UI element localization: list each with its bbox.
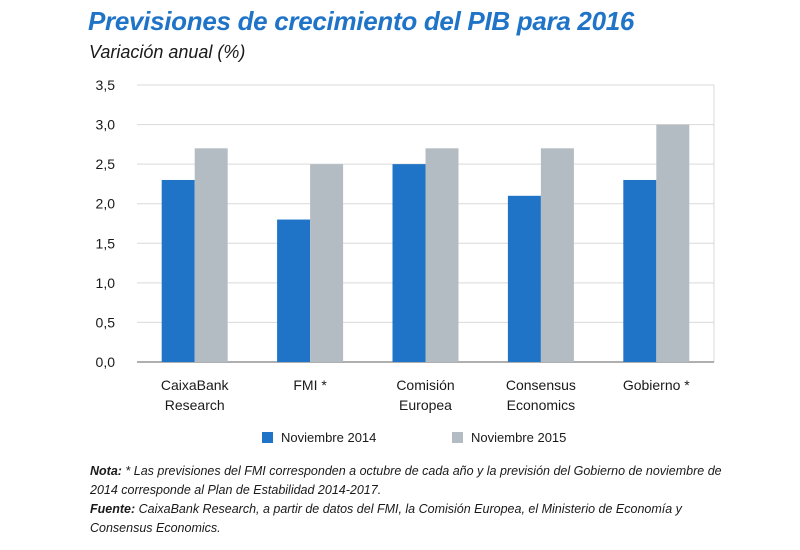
y-tick-label: 3,0	[96, 117, 116, 133]
x-tick-label: CaixaBank	[161, 377, 230, 393]
bar-nov2014	[277, 219, 311, 362]
note-label: Nota:	[90, 464, 122, 478]
y-tick-label: 2,0	[96, 196, 116, 212]
x-tick-label: Research	[165, 397, 225, 413]
chart-subtitle: Variación anual (%)	[89, 42, 246, 62]
legend-swatch-series-1	[262, 432, 273, 443]
source-text: CaixaBank Research, a partir de datos de…	[90, 502, 682, 535]
x-tick-label: Gobierno *	[623, 377, 690, 393]
legend-item-series-2: Noviembre 2015	[452, 430, 566, 445]
y-tick-label: 3,5	[96, 77, 116, 93]
bar-nov2015	[310, 164, 344, 362]
bar-nov2014	[161, 179, 195, 362]
bar-nov2015	[425, 148, 459, 362]
legend: Noviembre 2014 Noviembre 2015	[0, 430, 800, 454]
x-tick-label: Europea	[399, 397, 452, 413]
legend-item-series-1: Noviembre 2014	[262, 430, 376, 445]
note-text: * Las previsiones del FMI corresponden a…	[90, 464, 722, 497]
chart-notes: Nota: * Las previsiones del FMI correspo…	[90, 462, 730, 538]
y-tick-label: 0,0	[96, 354, 116, 370]
bar-chart: 0,0 0,5 1,0 1,5 2,0 2,5 3,0 3,5 CaixaBank Researc…	[96, 77, 715, 413]
y-tick-label: 1,0	[96, 275, 116, 291]
y-tick-label: 0,5	[96, 314, 116, 330]
bar-nov2014	[623, 179, 657, 362]
legend-label-series-1: Noviembre 2014	[281, 430, 377, 445]
legend-swatch-series-2	[452, 432, 463, 443]
chart-title: Previsiones de crecimiento del PIB para …	[88, 6, 635, 36]
bar-nov2015	[656, 124, 690, 362]
bar-nov2015	[194, 148, 228, 362]
x-tick-label: Consensus	[506, 377, 576, 393]
y-tick-label: 2,5	[96, 156, 116, 172]
bar-nov2015	[540, 148, 574, 362]
source-label: Fuente:	[90, 502, 136, 516]
x-tick-label: FMI *	[293, 377, 327, 393]
y-tick-label: 1,5	[96, 235, 116, 251]
x-tick-label: Economics	[507, 397, 575, 413]
bar-nov2014	[507, 195, 541, 362]
legend-label-series-2: Noviembre 2015	[471, 430, 567, 445]
bar-nov2014	[392, 164, 426, 362]
source-paragraph: Fuente: CaixaBank Research, a partir de …	[90, 500, 730, 538]
note-paragraph: Nota: * Las previsiones del FMI correspo…	[90, 462, 730, 500]
x-tick-label: Comisión	[396, 377, 454, 393]
